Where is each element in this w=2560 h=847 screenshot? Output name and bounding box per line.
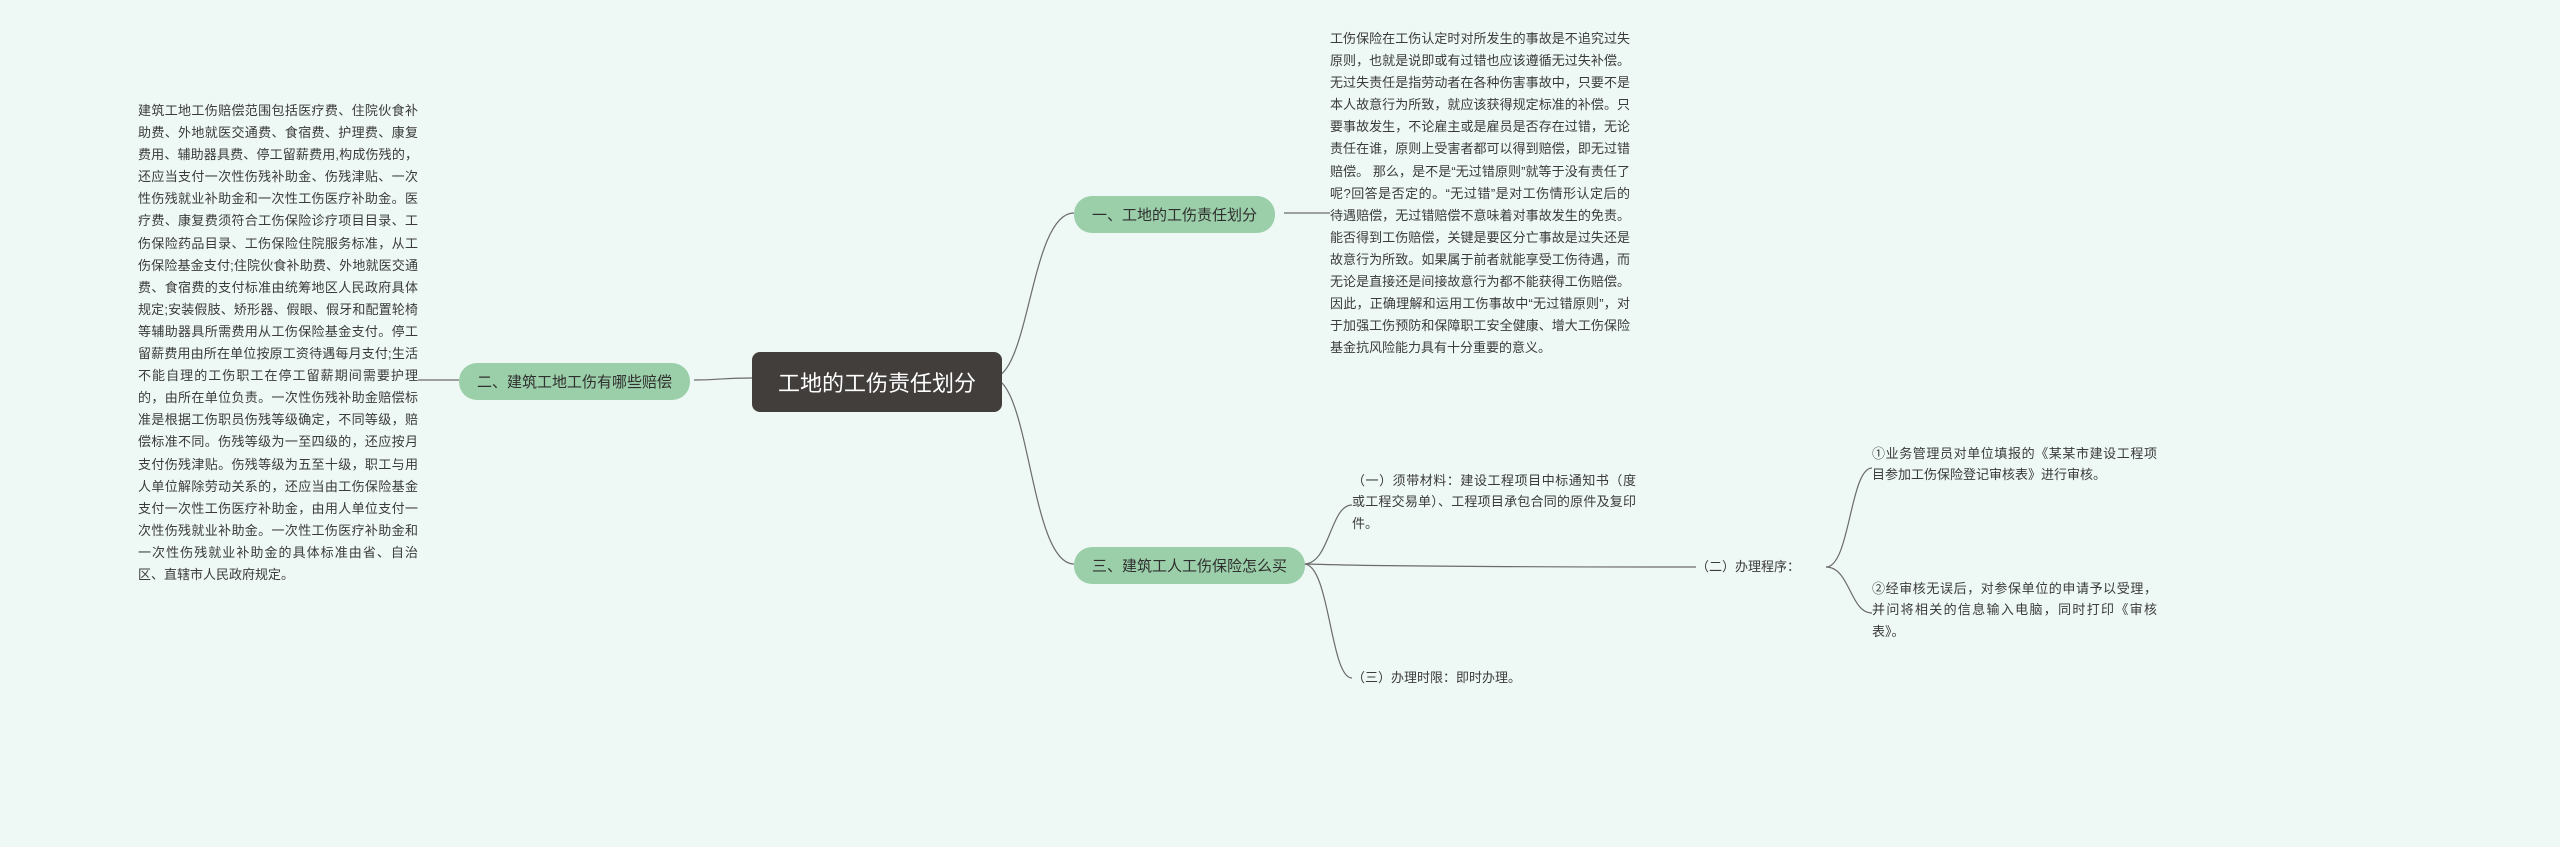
sub2-label: （二）办理程序： bbox=[1696, 556, 1826, 577]
branch-1-label: 一、工地的工伤责任划分 bbox=[1092, 207, 1257, 224]
sub2-item1-text: ①业务管理员对单位填报的《某某市建设工程项目参加工伤保险登记审核表》进行审核。 bbox=[1872, 446, 2157, 482]
sub2-label-text: （二）办理程序： bbox=[1696, 559, 1800, 574]
root-node: 工地的工伤责任划分 bbox=[752, 352, 1002, 412]
leaf-3-sub3: （三）办理时限：即时办理。 bbox=[1352, 667, 1612, 688]
connector-path bbox=[694, 378, 752, 380]
connector-path bbox=[1826, 567, 1872, 613]
leaf-branch-2: 建筑工地工伤赔偿范围包括医疗费、住院伙食补助费、外地就医交通费、食宿费、护理费、… bbox=[138, 100, 418, 586]
root-label: 工地的工伤责任划分 bbox=[778, 371, 976, 396]
leaf-3-sub1-text: （一）须带材料：建设工程项目中标通知书（度或工程交易单）、工程项目承包合同的原件… bbox=[1352, 473, 1636, 531]
branch-3-label: 三、建筑工人工伤保险怎么买 bbox=[1092, 558, 1287, 575]
leaf-3-sub3-text: （三）办理时限：即时办理。 bbox=[1352, 670, 1521, 685]
branch-2: 二、建筑工地工伤有哪些赔偿 bbox=[459, 363, 690, 400]
connector-path bbox=[1304, 564, 1696, 567]
leaf-2-text: 建筑工地工伤赔偿范围包括医疗费、住院伙食补助费、外地就医交通费、食宿费、护理费、… bbox=[138, 103, 418, 582]
leaf-3-sub2-item1: ①业务管理员对单位填报的《某某市建设工程项目参加工伤保险登记审核表》进行审核。 bbox=[1872, 443, 2157, 486]
leaf-branch-1: 工伤保险在工伤认定时对所发生的事故是不追究过失原则，也就是说即或有过错也应该遵循… bbox=[1330, 28, 1630, 359]
connector-path bbox=[1304, 505, 1352, 564]
leaf-3-sub2-item2: ②经审核无误后，对参保单位的申请予以受理，并问将相关的信息输入电脑，同时打印《审… bbox=[1872, 578, 2157, 642]
connector-path bbox=[1304, 564, 1352, 678]
sub2-item2-text: ②经审核无误后，对参保单位的申请予以受理，并问将相关的信息输入电脑，同时打印《审… bbox=[1872, 581, 2157, 639]
branch-1: 一、工地的工伤责任划分 bbox=[1074, 196, 1275, 233]
connector-path bbox=[1826, 468, 1872, 567]
connector-path bbox=[992, 213, 1074, 378]
connector-path bbox=[992, 378, 1074, 564]
branch-2-label: 二、建筑工地工伤有哪些赔偿 bbox=[477, 374, 672, 391]
leaf-3-sub1: （一）须带材料：建设工程项目中标通知书（度或工程交易单）、工程项目承包合同的原件… bbox=[1352, 470, 1636, 534]
leaf-1-text: 工伤保险在工伤认定时对所发生的事故是不追究过失原则，也就是说即或有过错也应该遵循… bbox=[1330, 31, 1630, 355]
branch-3: 三、建筑工人工伤保险怎么买 bbox=[1074, 547, 1305, 584]
